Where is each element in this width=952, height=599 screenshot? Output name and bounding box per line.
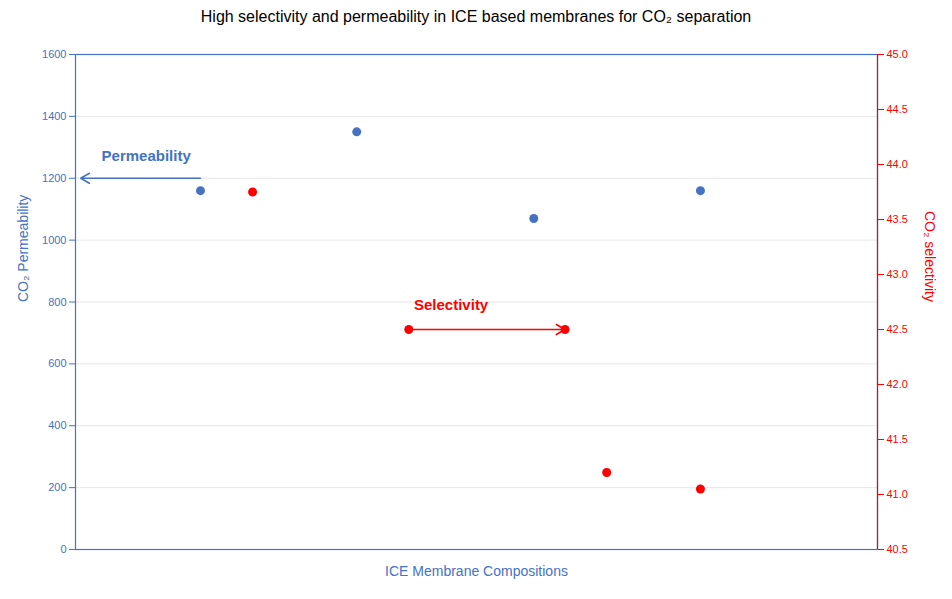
svg-text:40.5: 40.5 (887, 543, 908, 555)
svg-text:Selectivity: Selectivity (414, 296, 489, 313)
svg-text:400: 400 (48, 419, 66, 431)
svg-text:ICE Membrane Compositions: ICE Membrane Compositions (385, 563, 568, 579)
svg-text:1000: 1000 (42, 234, 66, 246)
svg-text:44.0: 44.0 (887, 158, 908, 170)
svg-text:41.5: 41.5 (887, 433, 908, 445)
svg-text:1600: 1600 (42, 48, 66, 60)
svg-text:1200: 1200 (42, 172, 66, 184)
svg-text:45.0: 45.0 (887, 48, 908, 60)
svg-text:1400: 1400 (42, 110, 66, 122)
svg-text:Permeability: Permeability (102, 147, 192, 164)
svg-text:42.0: 42.0 (887, 378, 908, 390)
svg-text:43.0: 43.0 (887, 268, 908, 280)
svg-text:600: 600 (48, 357, 66, 369)
svg-text:CO₂ selectivity: CO₂ selectivity (922, 211, 938, 302)
svg-text:42.5: 42.5 (887, 323, 908, 335)
svg-text:44.5: 44.5 (887, 103, 908, 115)
svg-text:41.0: 41.0 (887, 488, 908, 500)
svg-text:43.5: 43.5 (887, 213, 908, 225)
svg-text:800: 800 (48, 296, 66, 308)
svg-text:200: 200 (48, 481, 66, 493)
svg-text:0: 0 (60, 543, 66, 555)
svg-text:CO₂ Permeability: CO₂ Permeability (15, 195, 31, 302)
html-text:High selectivity and permeabil: High selectivity and permeability in ICE… (200, 8, 752, 25)
